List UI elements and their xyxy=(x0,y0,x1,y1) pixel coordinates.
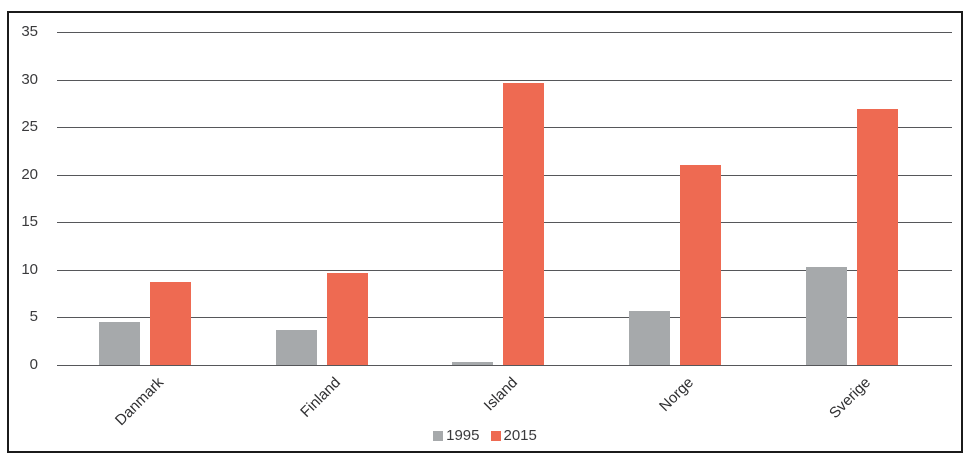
legend-item-2015: 2015 xyxy=(490,427,537,444)
bar-group-sverige xyxy=(763,32,940,365)
bar-finland-2015 xyxy=(326,272,368,365)
bar-groups xyxy=(57,32,940,365)
bar-danmark-2015 xyxy=(150,282,192,365)
chart-border xyxy=(7,11,963,453)
x-axis-label-danmark: Danmark xyxy=(112,374,168,430)
legend-swatch-2015 xyxy=(490,430,501,441)
y-tick-label-5: 5 xyxy=(29,308,38,326)
legend: 1995 2015 xyxy=(0,427,970,444)
bar-norge-1995 xyxy=(629,310,671,365)
y-axis: 0 5 10 15 20 25 30 35 xyxy=(0,0,40,463)
legend-label-1995: 1995 xyxy=(446,427,480,444)
x-axis-label-finland: Finland xyxy=(297,374,344,421)
legend-item-1995: 1995 xyxy=(433,427,480,444)
legend-swatch-1995 xyxy=(433,430,444,441)
y-tick-label-35: 35 xyxy=(21,23,38,40)
y-tick-label-0: 0 xyxy=(29,356,38,373)
y-tick-label-15: 15 xyxy=(21,213,38,231)
bar-island-2015 xyxy=(503,83,545,365)
x-axis-label-norge: Norge xyxy=(656,374,698,415)
bar-group-danmark xyxy=(57,32,234,365)
gridline-0 xyxy=(57,365,952,366)
bar-island-1995 xyxy=(452,362,494,365)
bar-sverige-2015 xyxy=(856,109,898,365)
bar-norge-2015 xyxy=(680,165,722,365)
bar-group-finland xyxy=(234,32,411,365)
gridline-35 xyxy=(57,32,952,33)
bar-finland-1995 xyxy=(275,329,317,365)
x-axis-label-sverige: Sverige xyxy=(825,374,874,422)
x-axis-label-island: Island xyxy=(480,374,521,415)
legend-label-2015: 2015 xyxy=(503,427,537,444)
bar-sverige-1995 xyxy=(805,267,847,365)
y-tick-label-30: 30 xyxy=(21,70,38,88)
y-tick-label-20: 20 xyxy=(21,165,38,183)
bar-group-norge xyxy=(587,32,764,365)
y-tick-label-10: 10 xyxy=(21,260,38,278)
bar-group-island xyxy=(410,32,587,365)
y-tick-label-25: 25 xyxy=(21,118,38,136)
bar-danmark-1995 xyxy=(99,322,141,365)
gridline-30 xyxy=(57,79,952,81)
